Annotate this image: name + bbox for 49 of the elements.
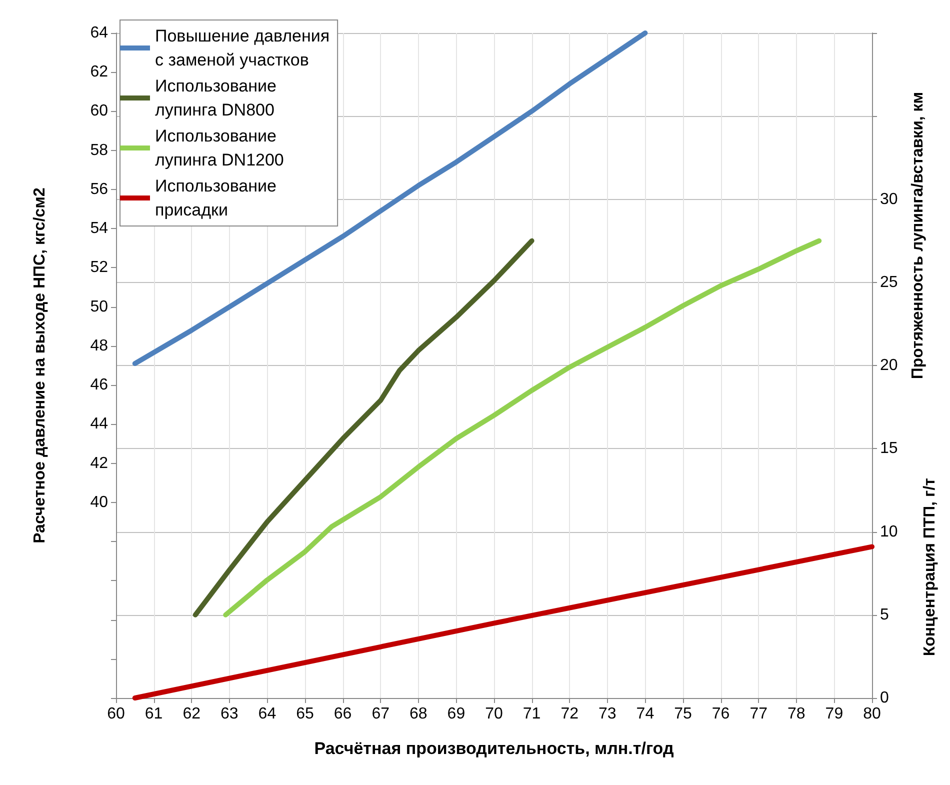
x-tick-label: 69 xyxy=(447,706,466,722)
y-axis-title: Расчетное давление на выходе НПС, кгс/см2 xyxy=(32,187,48,544)
y2-tick-label: 15 xyxy=(880,440,898,458)
x-tick-label: 73 xyxy=(598,706,616,722)
x-tick-label: 66 xyxy=(334,706,352,722)
x-tick-label: 80 xyxy=(863,706,881,722)
legend-label: Использование лупинга DN1200 xyxy=(155,126,284,170)
y-tick-label: 40 xyxy=(90,494,108,511)
legend-label: Использование присадки xyxy=(155,176,276,220)
x-tick-label: 63 xyxy=(220,706,238,722)
y-tick-label: 54 xyxy=(90,220,108,238)
x-tick-label: 74 xyxy=(636,706,654,722)
legend-label: Повышение давления с заменой участков xyxy=(155,26,330,70)
x-tick-label: 65 xyxy=(296,706,314,722)
y-tick-label: 42 xyxy=(90,454,108,472)
x-tick-label: 60 xyxy=(107,706,125,722)
y-tick-label: 64 xyxy=(90,24,108,42)
x-tick-label: 77 xyxy=(750,706,768,722)
y2-tick-label: 20 xyxy=(880,357,898,374)
x-tick-label: 62 xyxy=(182,706,201,722)
x-axis-title: Расчётная производительность, млн.т/год xyxy=(314,739,674,758)
y2-tick-label: 25 xyxy=(880,274,898,291)
y-tick-label: 46 xyxy=(90,376,108,394)
y-tick-label: 58 xyxy=(90,142,108,159)
y2-tick-label: 30 xyxy=(880,190,898,208)
x-tick-label: 68 xyxy=(410,706,428,722)
x-tick-label: 78 xyxy=(788,706,806,722)
y2-tick-label: 10 xyxy=(880,523,898,540)
y2-axis-title: Протяженность лупинга/вставки, км xyxy=(910,92,926,380)
x-tick-label: 70 xyxy=(485,706,503,722)
y-tick-label: 44 xyxy=(90,416,108,433)
x-tick-label: 72 xyxy=(560,706,579,722)
x-tick-label: 76 xyxy=(712,706,730,722)
legend-label: Использование лупинга DN800 xyxy=(155,76,276,120)
y-tick-label: 50 xyxy=(90,298,108,316)
x-tick-label: 64 xyxy=(258,706,276,722)
y-tick-label: 48 xyxy=(90,337,108,354)
y-tick-label: 56 xyxy=(90,180,108,198)
y-tick-label: 52 xyxy=(90,259,108,276)
x-tick-label: 79 xyxy=(825,706,844,722)
y-tick-label: 60 xyxy=(90,102,108,120)
x-tick-label: 61 xyxy=(144,706,163,722)
x-tick-label: 75 xyxy=(674,706,692,722)
x-tick-label: 67 xyxy=(372,706,390,722)
y2-tick-label: 5 xyxy=(880,606,889,624)
x-tick-label: 71 xyxy=(522,706,541,722)
y-tick-label: 62 xyxy=(90,64,108,81)
y2-tick-label: 0 xyxy=(880,690,889,706)
text: Концентрация ПТП, г/т xyxy=(922,478,938,656)
